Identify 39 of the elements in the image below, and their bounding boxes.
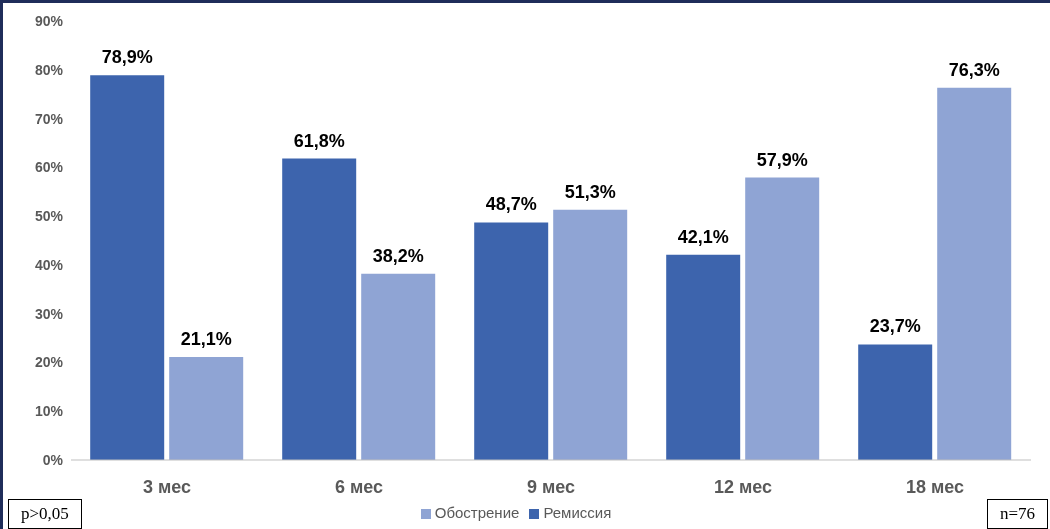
y-tick-label: 0% (42, 451, 64, 468)
bar (937, 87, 1012, 460)
y-tick-label: 40% (34, 256, 64, 273)
bar (361, 273, 436, 460)
y-tick-label: 50% (34, 208, 64, 225)
bar (169, 357, 244, 460)
data-label: 21,1% (180, 329, 232, 350)
y-tick-label: 70% (34, 110, 64, 127)
legend-label: Ремиссия (543, 504, 612, 521)
data-label: 48,7% (485, 194, 537, 215)
bar (90, 75, 165, 460)
y-tick-label: 80% (34, 61, 64, 78)
data-label: 76,3% (948, 59, 1000, 80)
bar (474, 222, 549, 460)
data-label: 61,8% (293, 130, 345, 151)
y-tick-label: 60% (34, 159, 64, 176)
bar (553, 209, 628, 460)
data-label: 23,7% (869, 316, 921, 337)
data-label: 38,2% (372, 245, 424, 266)
legend-label: Обострение (434, 504, 520, 521)
x-tick-label: 6 мес (334, 476, 384, 497)
data-label: 78,9% (101, 47, 153, 68)
bar (666, 254, 741, 460)
x-tick-label: 18 мес (905, 476, 965, 497)
bar (745, 177, 820, 460)
data-label: 51,3% (564, 181, 616, 202)
x-tick-label: 12 мес (713, 476, 773, 497)
y-tick-label: 10% (34, 403, 64, 420)
text: n=76 (986, 499, 1048, 529)
y-tick-label: 30% (34, 305, 64, 322)
x-tick-label: 3 мес (142, 476, 192, 497)
text: p>0,05 (8, 499, 82, 529)
y-tick-label: 90% (34, 12, 64, 29)
bar (282, 158, 357, 460)
x-tick-label: 9 мес (526, 476, 576, 497)
data-label: 57,9% (756, 149, 808, 170)
data-label: 42,1% (677, 226, 729, 247)
bar (858, 344, 933, 460)
y-tick-label: 20% (34, 354, 64, 371)
